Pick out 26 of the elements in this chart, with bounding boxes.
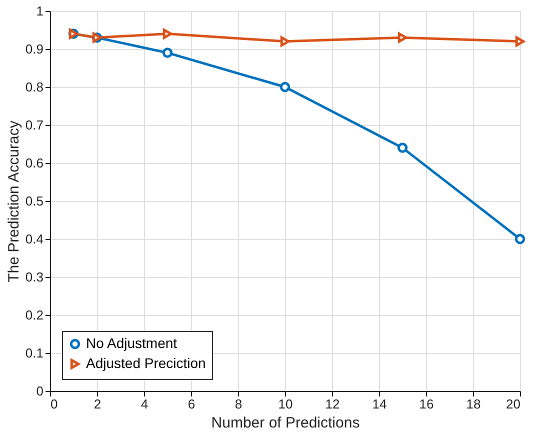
y-tick-label: 1 [36,4,44,18]
x-tick-label: 0 [50,396,58,412]
y-tick-label: 0.3 [25,270,44,284]
x-tick-label: 10 [278,396,293,412]
y-tick-label: 0.5 [25,194,44,208]
x-tick-label: 20 [506,396,520,412]
x-tick-label: 16 [419,396,434,412]
x-axis-title: Number of Predictions [211,414,360,432]
x-tick-label: 8 [234,396,242,412]
x-tick-label: 12 [325,396,340,412]
y-tick-label: 0.7 [25,118,44,132]
x-tick-label: 18 [466,396,481,412]
y-axis-title: The Prediction Accuracy [5,120,22,282]
legend-label: Adjusted Preciction [86,355,206,371]
x-tick-label: 4 [140,396,148,412]
y-tick-label: 0.1 [25,346,44,360]
y-tick-label: 0.6 [25,156,44,170]
y-tick-label: 0 [36,384,44,398]
y-tick-label: 0.4 [25,232,44,246]
x-tick-label: 14 [372,396,387,412]
y-tick-label: 0.8 [25,80,44,94]
x-tick-label: 6 [188,396,196,412]
x-tick-label: 2 [94,396,102,412]
legend-label: No Adjustment [86,335,178,351]
y-tick-label: 0.9 [25,42,44,56]
y-tick-label: 0.2 [25,308,44,322]
